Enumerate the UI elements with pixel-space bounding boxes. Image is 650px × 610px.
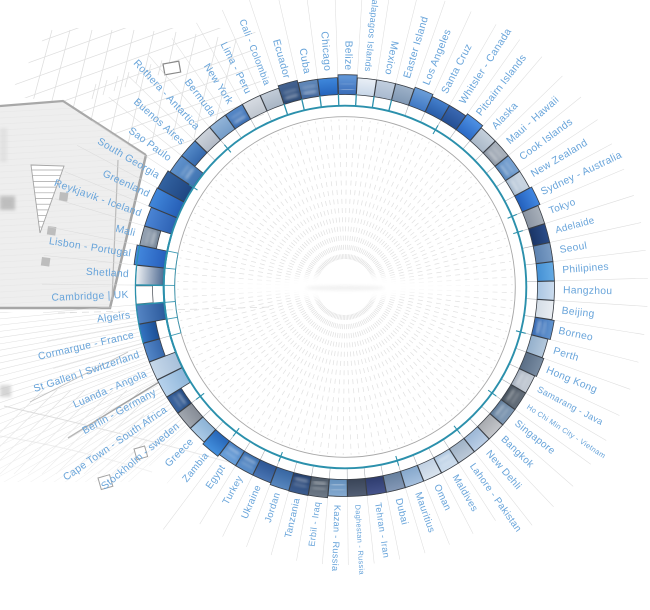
svg-text:Kazan - Russia: Kazan - Russia bbox=[330, 505, 342, 572]
svg-text:Daghestan - Russia: Daghestan - Russia bbox=[353, 504, 366, 575]
svg-text:Beijing: Beijing bbox=[561, 306, 595, 321]
svg-text:Seoul: Seoul bbox=[559, 241, 588, 256]
svg-text:Belize: Belize bbox=[342, 41, 353, 71]
svg-text:Mali: Mali bbox=[114, 224, 136, 240]
svg-text:Cuba: Cuba bbox=[297, 48, 312, 75]
svg-text:Shetland: Shetland bbox=[86, 267, 130, 280]
svg-text:Cambridge | UK: Cambridge | UK bbox=[51, 290, 129, 304]
svg-text:Algeirs: Algeirs bbox=[96, 310, 131, 325]
svg-text:Philipines: Philipines bbox=[562, 262, 609, 276]
svg-text:Chicago: Chicago bbox=[318, 31, 332, 72]
svg-text:Hangzhou: Hangzhou bbox=[563, 285, 613, 297]
